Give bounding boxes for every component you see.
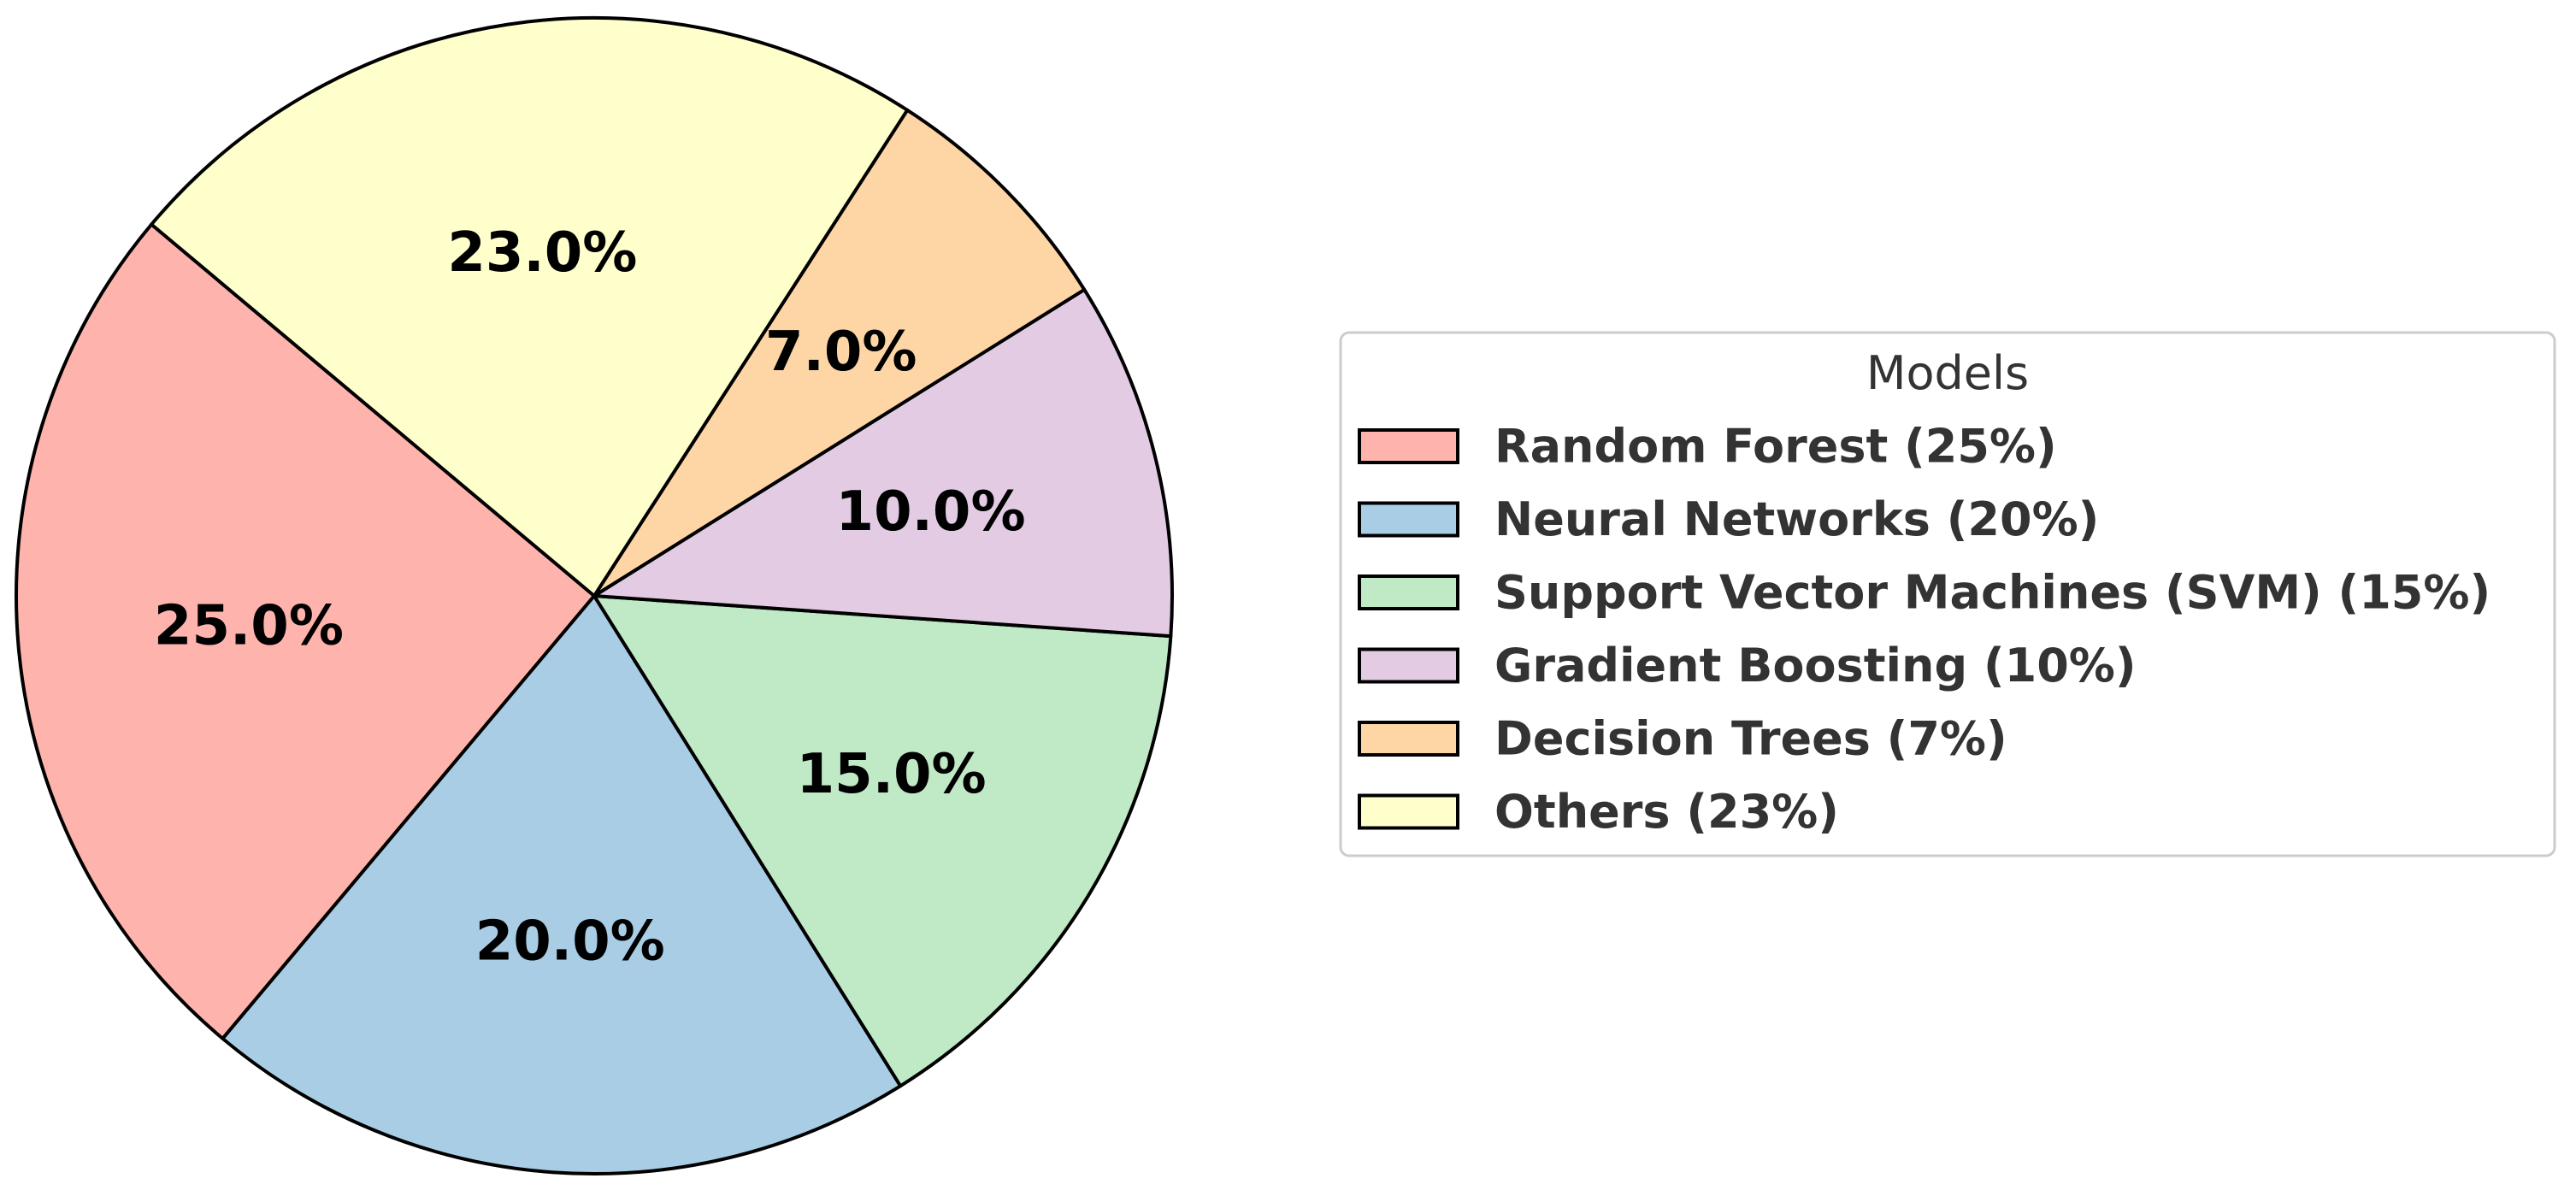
pie-slice-label-5: 7.0% [765,321,917,384]
slices-layer [15,16,1174,1175]
legend-swatch-2 [1358,501,1459,538]
pie-slice-5 [592,108,1087,598]
pie-slice-2 [221,594,903,1175]
legend-items: Random Forest (25%) Neural Networks (20%)… [1358,420,2491,839]
legend-label-6: Others (23%) [1494,785,1839,839]
pie-slice-3 [592,594,1173,1088]
pie-slice-label-3: 15.0% [797,743,987,806]
legend-swatch-6 [1358,793,1459,830]
legend-frame [1339,331,2556,857]
pie-slice-4 [592,287,1174,639]
legend: Models Random Forest (25%) Neural Network… [1339,331,2556,857]
legend-title: Models [1866,346,2029,400]
pie-slice-label-4: 10.0% [836,480,1026,544]
legend-swatch-1 [1358,428,1459,464]
labels-layer: 25.0% 20.0% 15.0% 10.0% 7.0% 23.0% [154,221,1026,974]
pie-slice-label-1: 25.0% [154,594,344,657]
pie-slice-1 [15,222,596,1040]
pie-slice-label-2: 20.0% [475,910,665,974]
legend-label-3: Support Vector Machines (SVM) (15%) [1494,566,2491,620]
legend-swatch-3 [1358,574,1459,610]
legend-label-4: Gradient Boosting (10%) [1494,639,2137,692]
pie-slice-label-6: 23.0% [447,221,637,285]
legend-label-5: Decision Trees (7%) [1494,712,2007,766]
legend-swatch-5 [1358,721,1459,757]
legend-label-1: Random Forest (25%) [1494,420,2057,474]
legend-swatch-4 [1358,647,1459,684]
pie-slice-6 [150,16,910,598]
legend-label-2: Neural Networks (20%) [1494,492,2099,546]
